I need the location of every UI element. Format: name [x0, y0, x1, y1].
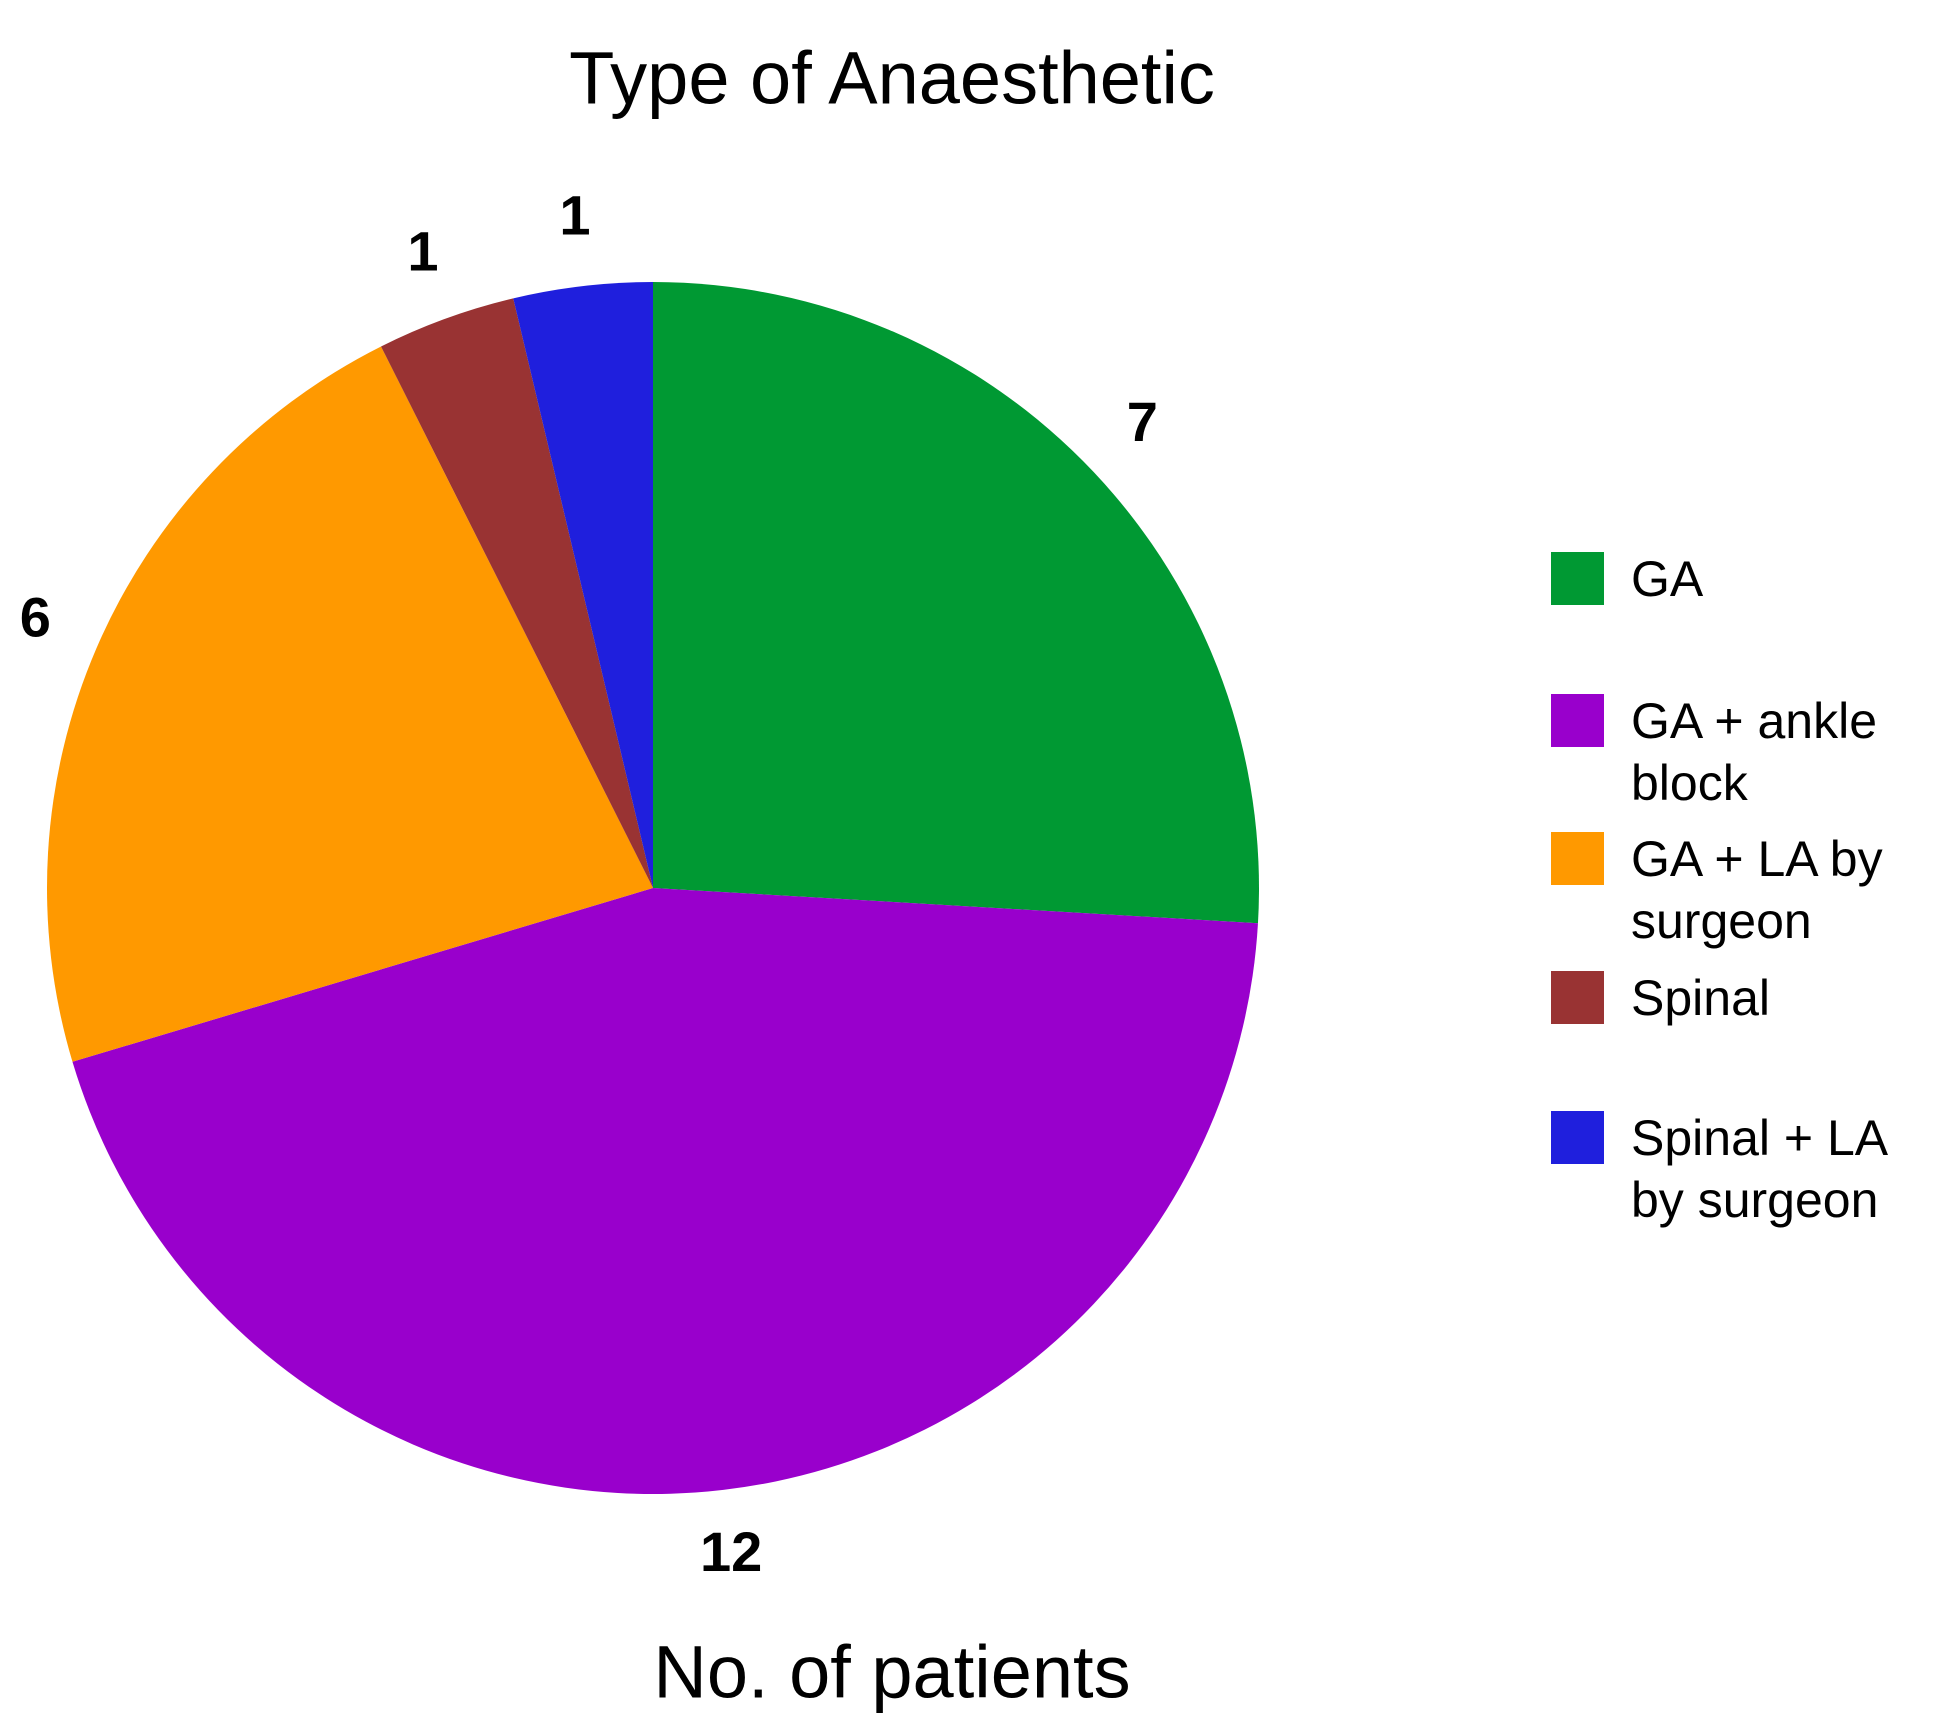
legend-swatch [1551, 552, 1604, 605]
pie-slice [72, 888, 1258, 1495]
chart-title: Type of Anaesthetic [569, 37, 1215, 120]
pie-slice [381, 298, 653, 888]
data-label: 7 [1127, 390, 1158, 453]
data-label: 12 [700, 1520, 762, 1583]
x-axis-label: No. of patients [653, 1631, 1130, 1714]
legend-swatch [1551, 832, 1604, 885]
legend-label: GA + LA by surgeon [1631, 831, 1883, 949]
legend-swatch [1551, 1111, 1604, 1164]
legend-label: Spinal [1631, 970, 1770, 1026]
data-label: 1 [407, 220, 438, 283]
legend-label: GA + ankle block [1631, 693, 1877, 811]
legend-swatch [1551, 694, 1604, 747]
pie-slice [47, 346, 654, 1062]
legend-label: Spinal + LA by surgeon [1631, 1110, 1886, 1228]
legend-swatch [1551, 971, 1604, 1024]
data-label: 1 [559, 184, 590, 247]
legend-label: GA [1631, 551, 1704, 607]
pie-slice [653, 282, 1260, 924]
pie-slice [513, 282, 653, 888]
data-label: 6 [20, 585, 51, 648]
